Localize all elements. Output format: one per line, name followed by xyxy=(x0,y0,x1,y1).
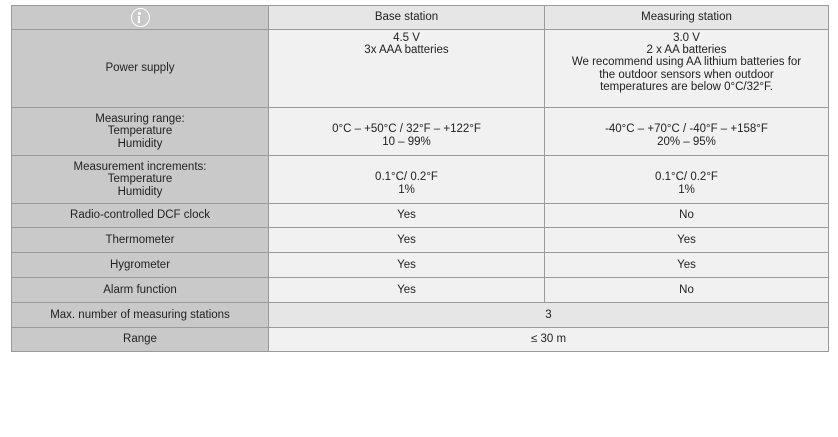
value-line: temperatures are below 0°C/32°F. xyxy=(600,80,773,93)
info-icon xyxy=(130,8,150,27)
header-icon-cell xyxy=(11,5,269,30)
base-station-value: 0.1°C/ 0.2°F 1% xyxy=(268,155,545,204)
table-row-max-measuring-stations: Max. number of measuring stations 3 xyxy=(11,302,829,328)
table-row-measurement-increments: Measurement increments: Temperature Humi… xyxy=(11,155,829,204)
label-line: Power supply xyxy=(105,62,175,75)
value-line: the outdoor sensors when outdoor xyxy=(599,68,774,81)
label-line: Measurement increments: xyxy=(73,161,207,174)
row-label: Measurement increments: Temperature Humi… xyxy=(11,155,269,204)
table-header-row: Base station Measuring station xyxy=(11,5,829,30)
row-label: Measuring range: Temperature Humidity xyxy=(11,107,269,156)
value-line: 4.5 V xyxy=(393,32,420,44)
base-station-value: 0°C – +50°C / 32°F – +122°F 10 – 99% xyxy=(268,107,545,156)
base-station-value: Yes xyxy=(268,277,545,303)
specifications-table: Base station Measuring station Power sup… xyxy=(11,5,829,352)
table-row-measuring-range: Measuring range: Temperature Humidity 0°… xyxy=(11,107,829,156)
value-line: 0°C – +50°C / 32°F – +122°F xyxy=(332,123,481,136)
measuring-station-value: No xyxy=(544,277,829,303)
header-base-station: Base station xyxy=(268,5,545,30)
label-line: Humidity xyxy=(117,137,163,150)
measuring-station-value: -40°C – +70°C / -40°F – +158°F 20% – 95% xyxy=(544,107,829,156)
label-line: Temperature xyxy=(107,173,173,186)
value-line: 3x AAA batteries xyxy=(364,44,449,57)
row-label: Alarm function xyxy=(11,277,269,303)
label-line: Measuring range: xyxy=(95,113,185,126)
measuring-station-value: 0.1°C/ 0.2°F 1% xyxy=(544,155,829,204)
value-line: 20% – 95% xyxy=(657,135,716,148)
row-label: Thermometer xyxy=(11,227,269,253)
row-label: Hygrometer xyxy=(11,252,269,278)
merged-value: ≤ 30 m xyxy=(268,327,829,352)
table-row-range: Range ≤ 30 m xyxy=(11,327,829,352)
table-row-thermometer: Thermometer Yes Yes xyxy=(11,227,829,253)
base-station-value: Yes xyxy=(268,203,545,228)
row-label: Power supply xyxy=(11,29,269,108)
measuring-station-value: Yes xyxy=(544,227,829,253)
label-line: Temperature xyxy=(107,125,173,138)
value-line: We recommend using AA lithium batteries … xyxy=(571,56,802,69)
header-measuring-station: Measuring station xyxy=(544,5,829,30)
value-line: -40°C – +70°C / -40°F – +158°F xyxy=(605,123,768,136)
label-line: Humidity xyxy=(117,185,163,198)
value-line: 0.1°C/ 0.2°F xyxy=(655,171,718,184)
table-row-alarm-function: Alarm function Yes No xyxy=(11,277,829,303)
row-label: Range xyxy=(11,327,269,352)
measuring-station-value: No xyxy=(544,203,829,228)
measuring-station-value: Yes xyxy=(544,252,829,278)
table-row-dcf-clock: Radio-controlled DCF clock Yes No xyxy=(11,203,829,228)
table-row-power-supply: Power supply 4.5 V 3x AAA batteries 3.0 … xyxy=(11,29,829,108)
value-line: 0.1°C/ 0.2°F xyxy=(375,171,438,184)
row-label: Radio-controlled DCF clock xyxy=(11,203,269,228)
value-line: 1% xyxy=(678,183,695,196)
value-line: 10 – 99% xyxy=(382,135,431,148)
base-station-value: Yes xyxy=(268,227,545,253)
base-station-value: Yes xyxy=(268,252,545,278)
value-line: 3.0 V xyxy=(673,32,700,44)
base-station-value: 4.5 V 3x AAA batteries xyxy=(268,29,545,108)
row-label: Max. number of measuring stations xyxy=(11,302,269,328)
value-line: 2 x AA batteries xyxy=(646,44,727,57)
value-line: 1% xyxy=(398,183,415,196)
table-row-hygrometer: Hygrometer Yes Yes xyxy=(11,252,829,278)
merged-value: 3 xyxy=(268,302,829,328)
measuring-station-value: 3.0 V 2 x AA batteries We recommend usin… xyxy=(544,29,829,108)
